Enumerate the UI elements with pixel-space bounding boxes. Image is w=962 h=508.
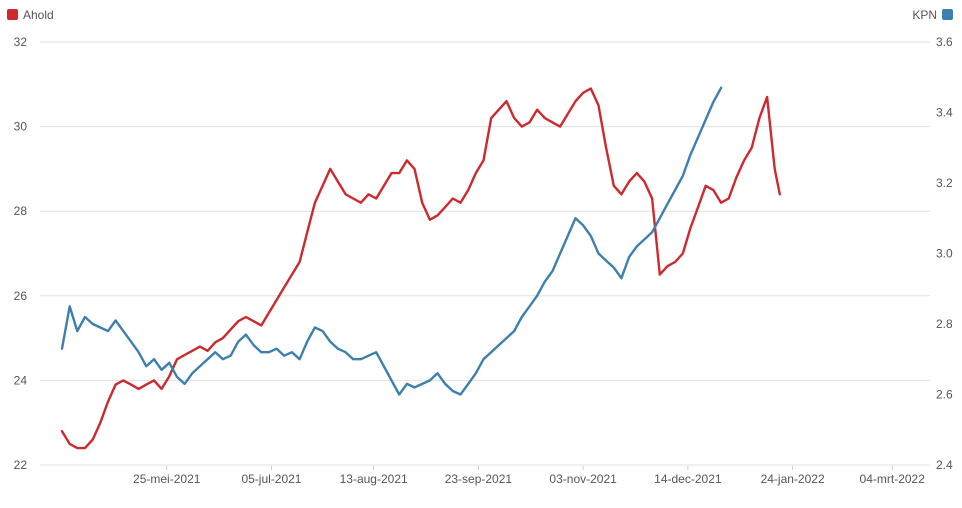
right-y-tick-label: 3.4 [936,106,953,120]
left-y-axis: 22 24 26 28 30 32 [14,35,28,472]
left-y-tick-label: 28 [14,204,28,218]
legend-label-kpn: KPN [912,8,937,22]
legend-ahold[interactable]: Ahold [7,8,54,22]
legend-swatch-ahold [7,9,18,20]
legend-label-ahold: Ahold [23,8,54,22]
x-tick-label: 24-jan-2022 [761,472,825,486]
x-tick-label: 25-mei-2021 [133,472,201,486]
series-line-ahold[interactable] [60,87,781,450]
x-tick-label: 03-nov-2021 [549,472,617,486]
x-tick-label: 13-aug-2021 [340,472,408,486]
right-y-tick-label: 3.0 [936,247,953,261]
series-line-kpn[interactable] [60,86,723,396]
left-y-tick-label: 26 [14,289,28,303]
right-y-tick-label: 2.8 [936,317,953,331]
left-y-tick-label: 32 [14,35,28,49]
x-tick-label: 14-dec-2021 [654,472,722,486]
right-y-tick-label: 3.6 [936,35,953,49]
gridlines [40,41,930,466]
right-y-tick-label: 2.4 [936,458,953,472]
left-y-tick-label: 24 [14,373,28,387]
x-axis: 25-mei-2021 05-jul-2021 13-aug-2021 23-sep-… [133,466,926,486]
right-y-axis: 2.4 2.6 2.8 3.0 3.2 3.4 3.6 [936,35,953,472]
x-tick-label: 04-mrt-2022 [860,472,926,486]
series-lines [60,86,781,450]
legend-swatch-kpn [942,9,953,20]
x-tick-label: 23-sep-2021 [445,472,513,486]
legend-kpn[interactable]: KPN [912,8,953,22]
right-y-tick-label: 2.6 [936,388,953,402]
right-y-tick-label: 3.2 [936,176,953,190]
x-tick-label: 05-jul-2021 [241,472,301,486]
left-y-tick-label: 22 [14,458,28,472]
left-y-tick-label: 30 [14,120,28,134]
